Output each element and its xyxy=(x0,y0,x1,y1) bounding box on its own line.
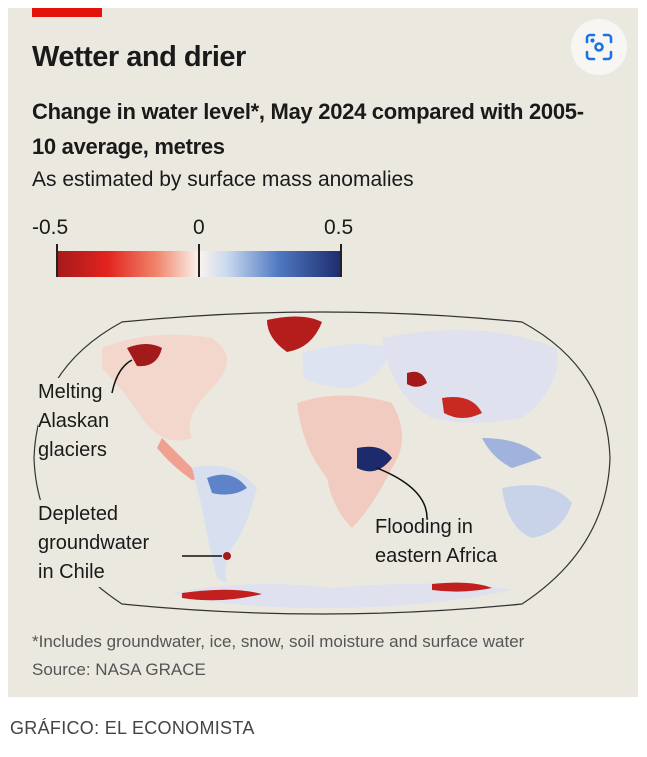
source: Source: NASA GRACE xyxy=(32,660,206,679)
annotation-line: in Chile xyxy=(38,561,105,583)
africa-leader xyxy=(376,467,428,519)
annotation-line: eastern Africa xyxy=(375,545,498,567)
annotation-line: Alaskan xyxy=(38,410,110,432)
chart-title: Wetter and drier xyxy=(32,41,246,73)
legend-tick-mark xyxy=(340,244,342,277)
antarctica-red xyxy=(182,589,262,601)
central-america xyxy=(157,438,202,480)
legend-tick-mark xyxy=(198,244,200,277)
se-asia xyxy=(482,438,542,468)
asia xyxy=(382,330,558,423)
alaska-melt xyxy=(127,344,162,367)
annotation-line: groundwater xyxy=(38,532,150,554)
annotation-line: Depleted xyxy=(38,503,119,525)
alaska-leader xyxy=(111,359,133,394)
legend-tick-mark xyxy=(56,244,58,277)
annotation-line: glaciers xyxy=(38,439,107,461)
annotation-line: Melting xyxy=(38,381,103,403)
east-africa-flood xyxy=(357,446,392,472)
legend-tick-zero: 0 xyxy=(193,216,205,239)
chart-card: Wetter and drier Change in water level*,… xyxy=(8,8,638,697)
annotation-chile: Depleted groundwater in Chile xyxy=(38,500,150,587)
india-red xyxy=(442,397,482,418)
legend-tick-max: 0.5 xyxy=(324,216,354,239)
chile-depletion xyxy=(223,552,231,560)
chart-subtitle: Change in water level*, May 2024 compare… xyxy=(32,99,584,159)
iran-red xyxy=(407,371,427,387)
annotation-africa: Flooding in eastern Africa xyxy=(375,513,497,571)
annotation-line: Flooding in xyxy=(375,516,473,538)
north-america xyxy=(102,334,227,441)
africa xyxy=(297,395,402,528)
map-outline xyxy=(33,311,611,615)
footnote: *Includes groundwater, ice, snow, soil m… xyxy=(32,632,525,651)
image-caption: GRÁFICO: EL ECONOMISTA xyxy=(10,718,255,738)
antarctica xyxy=(172,583,512,608)
brazil-blue xyxy=(207,474,247,495)
australia xyxy=(502,485,572,538)
google-lens-button[interactable] xyxy=(571,19,627,75)
south-america xyxy=(192,465,257,583)
greenland xyxy=(267,316,322,352)
lens-icon xyxy=(585,33,613,61)
antarctica-red-east xyxy=(432,582,492,592)
world-map xyxy=(33,311,611,615)
legend-tick-min: -0.5 xyxy=(32,216,69,239)
economist-red-bar xyxy=(32,8,102,17)
annotation-alaska: Melting Alaskan glaciers xyxy=(38,378,110,465)
chart-note: As estimated by surface mass anomalies xyxy=(32,168,414,191)
chart-footer: *Includes groundwater, ice, snow, soil m… xyxy=(32,628,524,684)
europe xyxy=(302,344,392,388)
